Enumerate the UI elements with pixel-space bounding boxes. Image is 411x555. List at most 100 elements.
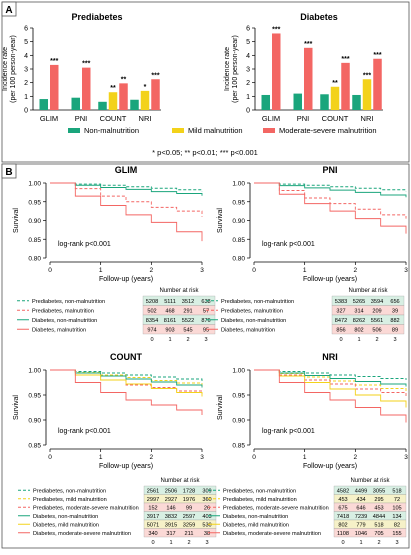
x-tick-label: PNI: [297, 114, 310, 123]
risk-row-label: Prediabetes, non-malnutrition: [33, 488, 106, 494]
y-tick-label: 0.90: [232, 218, 245, 225]
bar-glim-s2: [272, 33, 281, 110]
risk-cell: 3832: [165, 514, 177, 520]
legend-label-severe: Moderate-severe malnutrition: [279, 126, 377, 135]
risk-cell: 453: [338, 497, 347, 503]
risk-cell: 3594: [371, 299, 383, 305]
risk-row-label: Prediabetes, non-malnutrition: [32, 299, 105, 305]
x-tick-label: 0: [252, 454, 256, 461]
risk-cell: 3917: [147, 514, 159, 520]
risk-cell: 5208: [146, 299, 158, 305]
risk-table-header: Number at risk: [350, 478, 390, 484]
y-tick-label: 0.80: [28, 256, 41, 263]
risk-row-label: Diabetes, moderate-severe malnutrition: [223, 531, 321, 537]
y-tick-label: 3: [24, 67, 28, 74]
bar-pni-s0: [293, 93, 302, 110]
x-tick-label: 2: [354, 267, 358, 274]
y-tick-label: 0.95: [232, 393, 245, 400]
x-tick-label: 0: [252, 267, 256, 274]
bar-glim-s0: [261, 94, 270, 110]
logrank-annotation: log-rank p<0.001: [262, 428, 315, 435]
risk-time-label: 1: [359, 540, 362, 546]
bar-pni-s0: [71, 97, 80, 110]
risk-cell: 802: [338, 522, 347, 528]
risk-cell: 340: [148, 531, 157, 537]
risk-cell: 99: [186, 505, 192, 511]
risk-cell: 518: [374, 522, 383, 528]
risk-row-label: Prediabetes, malnutrition: [221, 308, 283, 314]
panel-a-frame: [1, 1, 410, 163]
risk-row-label: Diabetes, mild malnutrition: [223, 522, 289, 528]
risk-cell: 155: [392, 531, 401, 537]
panel-a-label: A: [5, 5, 12, 16]
risk-cell: 403: [202, 514, 211, 520]
legend-label-non: Non-malnutrition: [84, 126, 139, 135]
y-tick-label: 1: [24, 94, 28, 101]
km-chart-title: GLIM: [115, 165, 138, 175]
risk-time-label: 0: [151, 540, 154, 546]
x-tick-label: 1: [303, 267, 307, 274]
risk-cell: 5383: [335, 299, 347, 305]
y-axis-label: Survival: [217, 395, 224, 420]
risk-time-label: 1: [357, 337, 360, 343]
survival-curve: [254, 369, 407, 423]
x-tick-label: 1: [99, 454, 103, 461]
significance-label: *: [144, 84, 147, 91]
risk-cell: 2597: [183, 514, 195, 520]
significance-label: ***: [363, 72, 371, 79]
footnote: * p<0.05; ** p<0.01; *** p<0.001: [152, 148, 258, 157]
y-tick-label: 6: [24, 26, 28, 33]
x-tick-label: 3: [200, 267, 204, 274]
y-axis-label: Survival: [217, 208, 224, 233]
risk-table-header: Number at risk: [160, 478, 200, 484]
risk-cell: 5522: [182, 318, 194, 324]
risk-cell: 1728: [183, 488, 195, 494]
bar-nri-s1: [140, 90, 150, 110]
risk-cell: 89: [392, 327, 398, 333]
bar-nri-s0: [352, 94, 361, 110]
risk-cell: 8472: [335, 318, 347, 324]
bar-nri-s2: [151, 79, 160, 110]
y-tick-label: 0.85: [28, 237, 41, 244]
risk-row-label: Diabetes, malnutrition: [221, 327, 275, 333]
risk-row-label: Diabetes, non-malnutrition: [32, 318, 97, 324]
risk-row-label: Prediabetes, malnutrition: [32, 308, 94, 314]
risk-cell: 656: [390, 299, 399, 305]
y-axis-label: Survival: [13, 395, 20, 420]
km-chart-title: NRI: [322, 352, 338, 362]
risk-cell: 5071: [147, 522, 159, 528]
bar-count-s0: [98, 101, 107, 110]
bar-chart-1: Diabetes 0 1 2 3 4 5 6 Incidence rate (per 100 pe…: [224, 12, 383, 123]
y-tick-label: 1.00: [28, 181, 41, 188]
risk-time-label: 3: [393, 337, 396, 343]
x-tick-label: 3: [200, 454, 204, 461]
legend-label-mild: Mild malnutrition: [188, 126, 243, 135]
x-tick-label: 3: [404, 454, 408, 461]
risk-cell: 95: [203, 327, 209, 333]
bar-chart-title: Diabetes: [300, 12, 338, 22]
risk-cell: 209: [372, 308, 381, 314]
km-chart-count: COUNT 0.85 0.90 0.95 1.00 0 1 2 3 Follow-up (year…: [13, 352, 217, 546]
risk-cell: 856: [336, 327, 345, 333]
risk-row-label: Prediabetes, moderate-severe malnutritio…: [223, 505, 329, 511]
y-tick-label: 3: [246, 67, 250, 74]
y-tick-label: 0.90: [232, 418, 245, 425]
significance-label: ***: [373, 52, 381, 59]
risk-cell: 5561: [371, 318, 383, 324]
panel-b-label-box: [1, 163, 17, 179]
panel-a-label-box: [1, 1, 17, 17]
bar-glim-s0: [39, 99, 48, 110]
risk-cell: 39: [392, 308, 398, 314]
significance-label: **: [121, 76, 127, 83]
risk-cell: 5111: [164, 299, 176, 305]
risk-time-label: 2: [377, 540, 380, 546]
risk-cell: 8354: [146, 318, 158, 324]
y-tick-label: 5: [246, 39, 250, 46]
risk-row-label: Diabetes, non-malnutrition: [223, 514, 288, 520]
significance-label: ***: [82, 61, 90, 68]
km-chart-title: COUNT: [110, 352, 142, 362]
risk-cell: 4499: [355, 488, 367, 494]
y-tick-label: 6: [246, 26, 250, 33]
x-axis-label: Follow-up (years): [99, 463, 153, 470]
legend-swatch-severe: [263, 128, 275, 133]
